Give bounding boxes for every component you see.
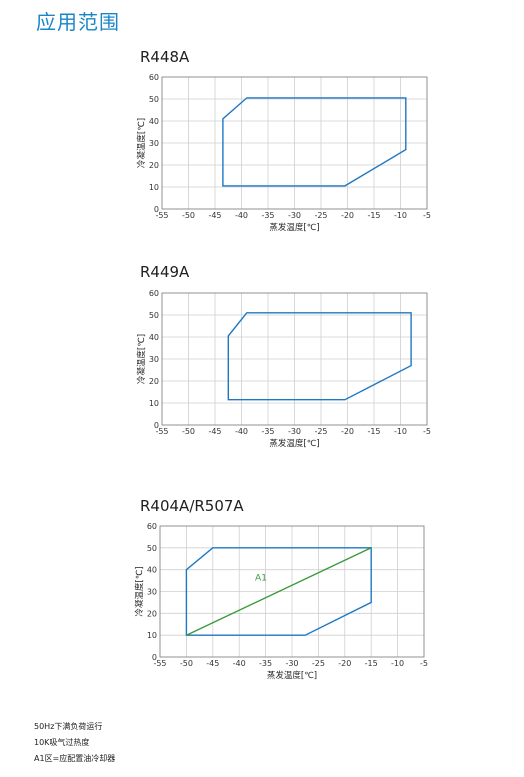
operating-envelope (227, 312, 412, 401)
note-item: 10K吸气过热度 (34, 738, 90, 747)
y-tick-label: 0 (152, 653, 157, 662)
x-tick-label: -15 (367, 427, 380, 436)
y-tick-label: 20 (147, 609, 157, 618)
x-tick-label: -40 (235, 211, 248, 220)
y-tick-label: 50 (149, 311, 159, 320)
y-tick-label: 10 (149, 183, 159, 192)
y-tick-label: 0 (154, 421, 159, 430)
x-tick-label: -55 (155, 211, 168, 220)
y-tick-label: 10 (147, 631, 157, 640)
plot-border (159, 525, 425, 658)
x-axis-title: 蒸发温度[℃] (269, 438, 319, 449)
y-tick-label: 40 (149, 333, 159, 342)
x-axis-title: 蒸发温度[℃] (269, 222, 319, 233)
x-tick-label: -25 (314, 211, 327, 220)
y-tick-label: 50 (147, 544, 157, 553)
y-axis-title: 冷凝温度[℃] (136, 334, 147, 384)
x-tick-label: -50 (180, 659, 193, 668)
a1-boundary-line (186, 547, 372, 636)
y-tick-label: 60 (149, 289, 159, 298)
y-tick-label: 0 (154, 205, 159, 214)
x-tick-label: -25 (312, 659, 325, 668)
x-tick-label: -40 (233, 659, 246, 668)
note-item: 50Hz下满负荷运行 (34, 722, 103, 731)
x-tick-label: -5 (423, 427, 431, 436)
y-tick-label: 20 (149, 161, 159, 170)
y-tick-label: 60 (147, 522, 157, 531)
x-tick-label: -40 (235, 427, 248, 436)
x-tick-label: -15 (365, 659, 378, 668)
x-tick-label: -20 (338, 659, 351, 668)
y-axis-title: 冷凝温度[℃] (136, 118, 147, 168)
x-tick-label: -5 (423, 211, 431, 220)
x-tick-label: -50 (182, 211, 195, 220)
x-tick-label: -25 (314, 427, 327, 436)
x-tick-label: -35 (261, 427, 274, 436)
x-tick-label: -10 (394, 427, 407, 436)
x-tick-label: -30 (288, 211, 301, 220)
x-tick-label: -50 (182, 427, 195, 436)
x-tick-label: -15 (367, 211, 380, 220)
x-tick-label: -20 (341, 211, 354, 220)
x-tick-label: -30 (288, 427, 301, 436)
plot-border (161, 76, 428, 210)
y-tick-label: 30 (149, 139, 159, 148)
x-tick-label: -5 (420, 659, 428, 668)
x-tick-label: -20 (341, 427, 354, 436)
y-tick-label: 30 (147, 588, 157, 597)
chart-title-r448a: R448A (140, 48, 190, 66)
x-tick-label: -45 (206, 659, 219, 668)
x-axis-title: 蒸发温度[℃] (267, 670, 317, 681)
x-tick-label: -30 (285, 659, 298, 668)
y-axis-title: 冷凝温度[℃] (134, 566, 145, 616)
y-tick-label: 60 (149, 73, 159, 82)
y-tick-label: 10 (149, 399, 159, 408)
page-title: 应用范围 (36, 10, 120, 34)
x-tick-label: -55 (153, 659, 166, 668)
chart-title-r449a: R449A (140, 263, 190, 281)
operating-envelope (222, 97, 407, 187)
y-tick-label: 40 (149, 117, 159, 126)
y-tick-label: 50 (149, 95, 159, 104)
x-tick-label: -35 (261, 211, 274, 220)
y-tick-label: 20 (149, 377, 159, 386)
x-tick-label: -10 (391, 659, 404, 668)
x-tick-label: -35 (259, 659, 272, 668)
plot-border (161, 292, 428, 426)
x-tick-label: -45 (208, 427, 221, 436)
note-item: A1区=应配置油冷却器 (34, 754, 116, 763)
annotation-label: A1 (255, 574, 267, 584)
notes: 50Hz下满负荷运行 10K吸气过热度 A1区=应配置油冷却器 (34, 719, 115, 767)
y-tick-label: 40 (147, 566, 157, 575)
x-tick-label: -10 (394, 211, 407, 220)
chart-title-r404a-r507a: R404A/R507A (140, 497, 244, 515)
x-tick-label: -55 (155, 427, 168, 436)
y-tick-label: 30 (149, 355, 159, 364)
x-tick-label: -45 (208, 211, 221, 220)
